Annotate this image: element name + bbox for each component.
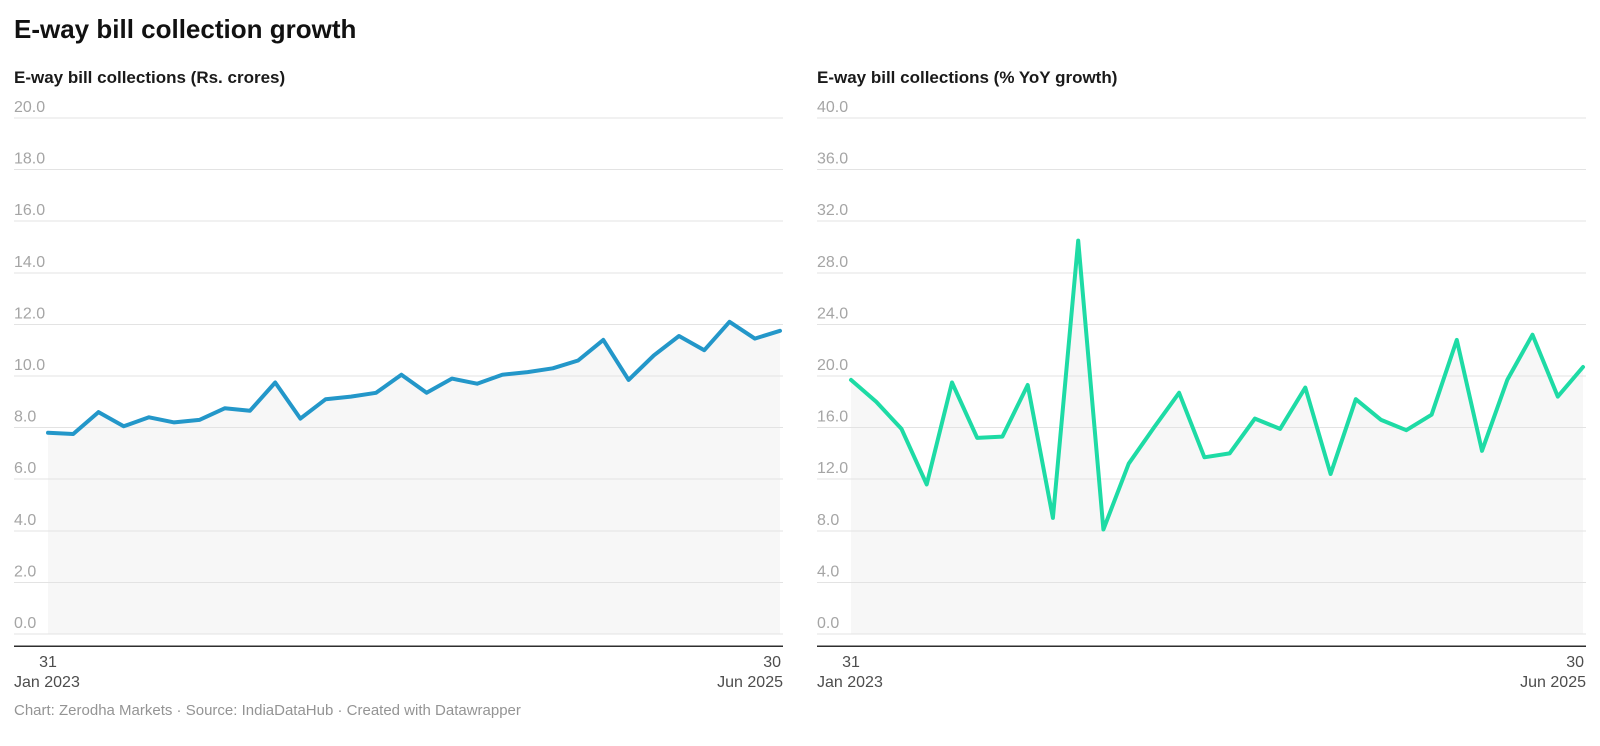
y-tick-label: 14.0 — [14, 254, 45, 271]
y-tick-label: 16.0 — [817, 409, 848, 426]
charts-row: E-way bill collections (Rs. crores) 20.0… — [14, 67, 1586, 692]
chart-title: E-way bill collection growth — [14, 14, 357, 44]
y-tick-label: 18.0 — [14, 151, 45, 168]
x-tick-day-end: 30 — [763, 654, 781, 671]
y-tick-label: 32.0 — [817, 202, 848, 219]
x-tick-month-start: Jan 2023 — [14, 674, 80, 691]
line-series — [46, 320, 782, 437]
x-tick-day-start: 31 — [842, 654, 860, 671]
y-tick-label: 0.0 — [14, 615, 36, 632]
chart-subtitle-left: E-way bill collections (Rs. crores) — [14, 68, 286, 88]
line-chart-yoy-growth: 40.0 36.0 32.0 28.0 24.0 20.0 16.0 12.0 8.0 4.0 0.… — [817, 99, 1586, 691]
y-tick-label: 12.0 — [14, 306, 45, 323]
y-tick-label: 40.0 — [817, 99, 848, 116]
y-tick-label: 12.0 — [817, 460, 848, 477]
y-tick-label: 4.0 — [817, 564, 839, 581]
y-tick-label: 20.0 — [14, 99, 45, 116]
y-tick-label: 6.0 — [14, 460, 36, 477]
y-tick-label: 16.0 — [14, 202, 45, 219]
y-tick-label: 28.0 — [817, 254, 848, 271]
chart-panel-yoy-growth: E-way bill collections (% YoY growth) 40… — [817, 67, 1586, 692]
area-fill — [48, 322, 780, 635]
chart-footer-attribution: Chart: Zerodha Markets · Source: IndiaDa… — [14, 702, 521, 720]
chart-panel-rs-crores: E-way bill collections (Rs. crores) 20.0… — [14, 67, 783, 692]
x-tick-month-end: Jun 2025 — [1520, 674, 1586, 691]
line-chart-rs-crores: 20.0 18.0 16.0 14.0 12.0 10.0 8.0 6.0 4.0 2.0 0.0 3… — [14, 99, 783, 691]
chart-subtitle-right: E-way bill collections (% YoY growth) — [817, 68, 1118, 88]
area-fill — [851, 240, 1583, 635]
x-tick-day-start: 31 — [39, 654, 57, 671]
y-tick-label: 2.0 — [14, 564, 36, 581]
x-tick-month-end: Jun 2025 — [717, 674, 783, 691]
y-tick-label: 8.0 — [14, 409, 36, 426]
y-tick-label: 24.0 — [817, 306, 848, 323]
x-tick-day-end: 30 — [1566, 654, 1584, 671]
y-tick-label: 10.0 — [14, 357, 45, 374]
y-tick-label: 36.0 — [817, 151, 848, 168]
line-series — [849, 238, 1585, 532]
y-tick-label: 0.0 — [817, 615, 839, 632]
y-tick-label: 8.0 — [817, 512, 839, 529]
y-tick-label: 20.0 — [817, 357, 848, 374]
y-tick-label: 4.0 — [14, 512, 36, 529]
x-tick-month-start: Jan 2023 — [817, 674, 883, 691]
